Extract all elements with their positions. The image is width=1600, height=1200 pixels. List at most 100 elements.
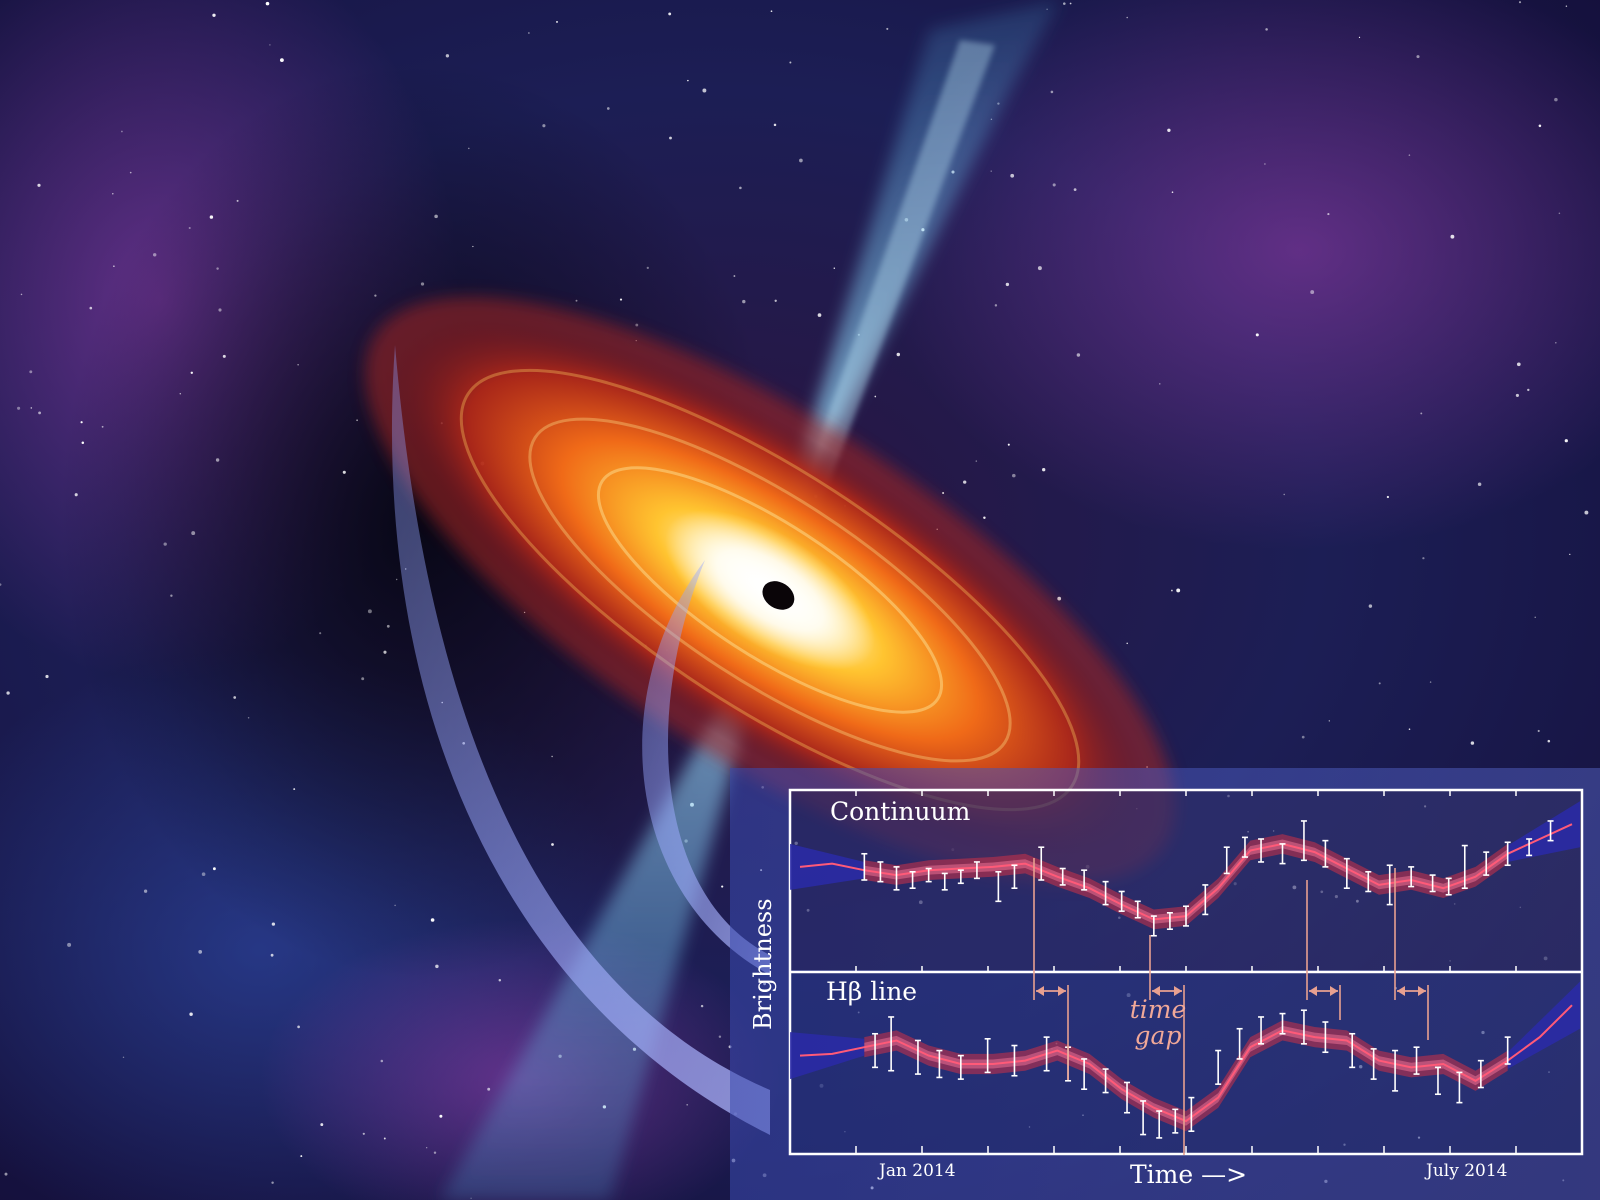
data-point <box>1215 1049 1222 1085</box>
star <box>1378 682 1381 685</box>
star <box>700 1004 704 1008</box>
star <box>383 650 387 654</box>
star <box>1558 212 1561 215</box>
star <box>1408 154 1411 156</box>
star <box>265 1 270 6</box>
star <box>1368 604 1373 608</box>
data-point <box>1434 1066 1441 1096</box>
star <box>528 32 530 34</box>
star <box>198 950 203 954</box>
star <box>1327 213 1330 216</box>
uncertainty-band <box>864 1020 1508 1132</box>
data-point <box>1258 838 1265 863</box>
star <box>1010 173 1015 178</box>
star <box>1564 439 1568 443</box>
star <box>445 54 450 58</box>
star <box>542 124 546 128</box>
star <box>361 677 365 681</box>
star <box>216 267 219 270</box>
data-point <box>1456 1071 1463 1104</box>
star <box>1069 2 1072 5</box>
star <box>434 214 438 219</box>
chart-panel-background <box>730 768 1600 1200</box>
star <box>1515 393 1519 397</box>
data-point <box>1429 874 1436 893</box>
hbeta-panel <box>790 981 1580 1139</box>
star <box>1057 596 1062 601</box>
data-point <box>1236 1027 1243 1060</box>
star <box>426 1147 428 1149</box>
data-point <box>1124 1081 1131 1114</box>
star <box>80 421 83 424</box>
data-point <box>936 1049 943 1079</box>
star <box>942 492 945 494</box>
star <box>179 393 182 395</box>
data-point <box>957 1054 964 1080</box>
data-point <box>1504 1036 1511 1065</box>
star <box>129 171 132 174</box>
data-point <box>1279 843 1286 865</box>
star <box>0 583 2 586</box>
lag-arrowhead-left <box>1397 986 1405 996</box>
star <box>1516 362 1521 367</box>
star <box>386 624 390 628</box>
lag-arrowhead-right <box>1058 986 1066 996</box>
star <box>236 199 239 202</box>
star <box>718 1035 722 1038</box>
star <box>233 696 237 699</box>
dark-dust-cloud <box>60 60 780 980</box>
star <box>1470 741 1475 745</box>
data-point <box>1166 911 1173 931</box>
star <box>430 918 435 922</box>
data-point <box>861 852 868 881</box>
star <box>733 275 736 277</box>
x-tick-label-jan: Jan 2014 <box>877 1161 956 1181</box>
star <box>380 1059 384 1063</box>
star <box>1301 735 1305 739</box>
star <box>122 1056 125 1059</box>
y-axis-label: Brightness <box>749 898 777 1030</box>
data-point <box>1258 1016 1265 1045</box>
star <box>896 352 901 357</box>
star <box>74 493 78 497</box>
star <box>1554 97 1558 102</box>
data-point <box>1156 1110 1163 1139</box>
star <box>271 1181 274 1184</box>
data-point <box>1223 846 1230 875</box>
star <box>773 123 777 127</box>
continuum-panel <box>790 801 1580 937</box>
star <box>191 531 196 536</box>
star <box>1518 1 1522 4</box>
star <box>297 1025 300 1029</box>
x-tick-label-july: July 2014 <box>1424 1161 1507 1181</box>
data-point <box>1300 820 1307 862</box>
data-point <box>1408 866 1415 888</box>
data-point <box>914 1039 921 1075</box>
star <box>1584 510 1589 515</box>
star <box>1416 55 1420 59</box>
star <box>799 158 803 163</box>
data-point <box>1011 1044 1018 1077</box>
data-point <box>925 867 932 883</box>
star <box>170 594 173 597</box>
uncertainty-band <box>864 834 1508 930</box>
star <box>742 299 746 304</box>
star <box>1159 383 1161 385</box>
star <box>1358 36 1361 39</box>
star <box>1007 443 1010 446</box>
star <box>1283 493 1285 496</box>
star <box>1547 739 1551 743</box>
star <box>1527 388 1530 392</box>
star <box>886 27 889 30</box>
data-point <box>1118 890 1125 912</box>
star <box>319 632 322 635</box>
data-point <box>1043 1036 1050 1072</box>
star <box>1255 333 1259 337</box>
star <box>1265 28 1268 31</box>
star <box>556 20 558 23</box>
star <box>320 1123 324 1127</box>
data-point <box>1322 839 1329 868</box>
star <box>270 953 274 957</box>
data-point <box>1183 905 1189 927</box>
